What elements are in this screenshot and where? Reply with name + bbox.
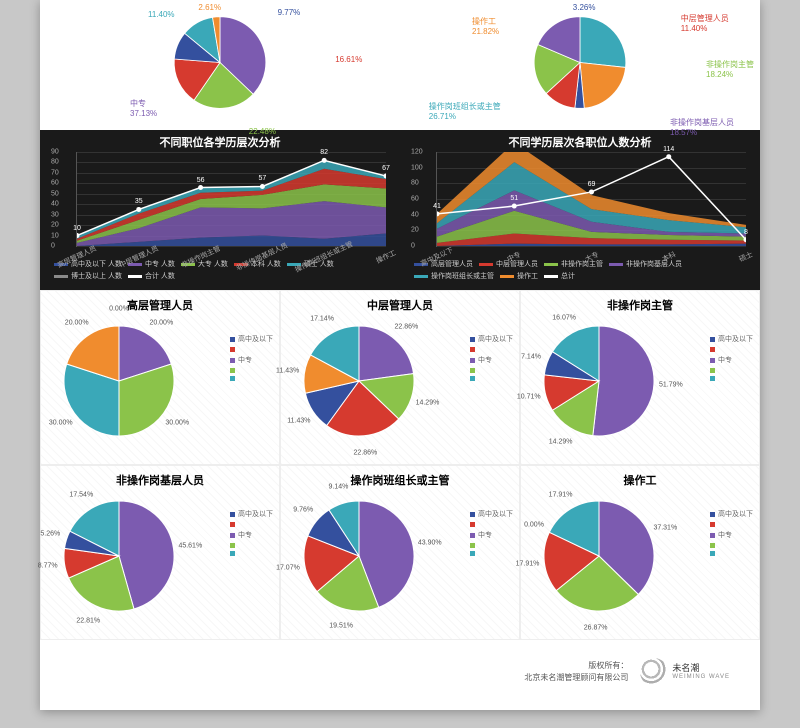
pie-cell-3: 非操作岗基层人员45.61%22.81%8.77%5.26%17.54%高中及以… bbox=[40, 465, 280, 640]
copyright: 版权所有： 北京未名潮管理顾问有限公司 bbox=[524, 660, 628, 684]
pie-grid: 高层管理人员20.00%30.00%30.00%20.00%0.00%高中及以下… bbox=[40, 290, 760, 640]
pie-title: 操作岗班组长或主管 bbox=[281, 466, 519, 490]
dark2-canvas: 0204060801001204151691148高中及以下中专大专本科硕士 bbox=[436, 152, 746, 247]
pie-title: 高层管理人员 bbox=[41, 291, 279, 315]
pie-title: 操作工 bbox=[521, 466, 759, 490]
dashboard-page: 中专37.13%22.48%16.61%9.77%11.40%2.61% 操作岗… bbox=[40, 0, 760, 710]
dark1-canvas: 0102030405060708090103556578267高层管理人员中层管… bbox=[76, 152, 386, 247]
pie-title: 中层管理人员 bbox=[281, 291, 519, 315]
logo-icon bbox=[640, 658, 668, 686]
pie-cell-1: 中层管理人员22.86%14.29%22.86%11.43%11.43%17.1… bbox=[280, 290, 520, 465]
dark-chart-1: 不同职位各学历层次分析 0102030405060708090103556578… bbox=[40, 130, 400, 290]
pie-cell-4: 操作岗班组长或主管43.90%19.51%17.07%9.76%9.14%高中及… bbox=[280, 465, 520, 640]
pie-title: 非操作岗基层人员 bbox=[41, 466, 279, 490]
pie-cell-0: 高层管理人员20.00%30.00%30.00%20.00%0.00%高中及以下… bbox=[40, 290, 280, 465]
top-pie-2: 操作岗班组长或主管26.71%操作工21.82%3.26%中层管理人员11.40… bbox=[400, 0, 760, 130]
top-pie-row: 中专37.13%22.48%16.61%9.77%11.40%2.61% 操作岗… bbox=[40, 0, 760, 130]
footer: 版权所有： 北京未名潮管理顾问有限公司 未名潮 WEIMING WAVE bbox=[40, 640, 760, 710]
pie-title: 非操作岗主管 bbox=[521, 291, 759, 315]
pie-cell-5: 操作工37.31%26.87%17.91%0.00%17.91%高中及以下中专 bbox=[520, 465, 760, 640]
dark-chart-row: 不同职位各学历层次分析 0102030405060708090103556578… bbox=[40, 130, 760, 290]
logo-en: WEIMING WAVE bbox=[672, 674, 730, 681]
dark2-title: 不同学历层次各职位人数分析 bbox=[408, 134, 752, 150]
pie-cell-2: 非操作岗主管51.79%14.29%10.71%7.14%16.07%高中及以下… bbox=[520, 290, 760, 465]
dark1-legend: 高中及以下 人数中专 人数大专 人数本科 人数硕士 人数博士及以上 人数合计 人… bbox=[54, 259, 386, 281]
top-pie-1: 中专37.13%22.48%16.61%9.77%11.40%2.61% bbox=[40, 0, 400, 130]
copyright-l1: 版权所有： bbox=[524, 660, 628, 672]
dark1-title: 不同职位各学历层次分析 bbox=[48, 134, 392, 150]
dark-chart-2: 不同学历层次各职位人数分析 0204060801001204151691148高… bbox=[400, 130, 760, 290]
logo-text: 未名潮 WEIMING WAVE bbox=[672, 664, 730, 680]
logo-cn: 未名潮 bbox=[672, 663, 699, 673]
copyright-l2: 北京未名潮管理顾问有限公司 bbox=[524, 672, 628, 684]
logo: 未名潮 WEIMING WAVE bbox=[640, 658, 730, 686]
dark2-legend: 高层管理人员中层管理人员非操作岗主管非操作岗基层人员操作岗班组长或主管操作工总计 bbox=[414, 259, 746, 281]
